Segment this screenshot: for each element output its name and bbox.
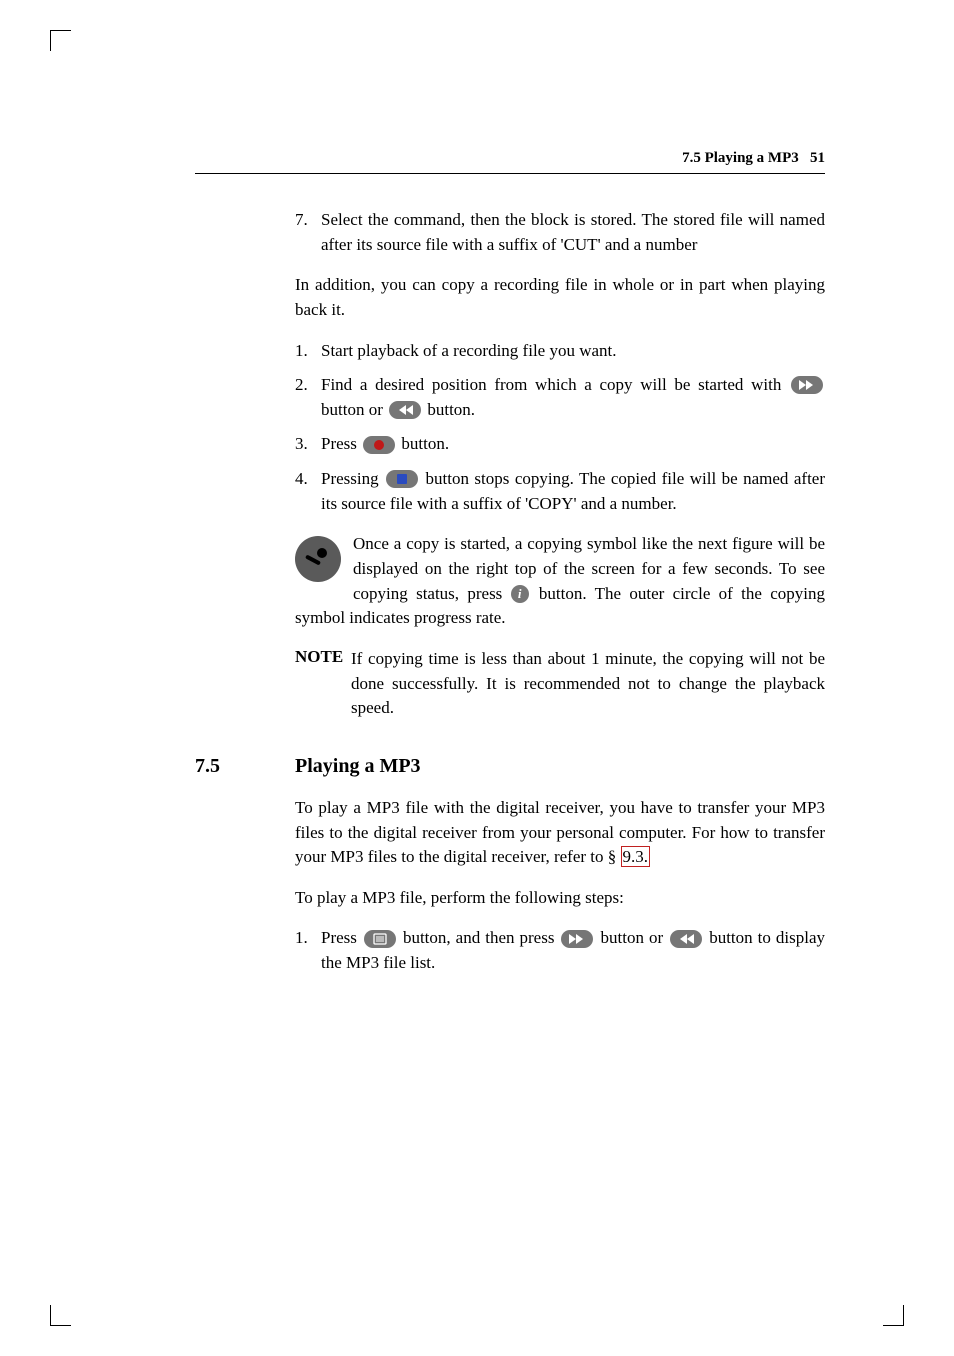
runhead-section: 7.5 Playing a MP3 bbox=[682, 150, 799, 166]
list-number: 4. bbox=[295, 467, 308, 492]
copy-symbol-icon bbox=[295, 536, 341, 582]
list-number: 1. bbox=[295, 339, 308, 364]
fast-forward-icon bbox=[791, 376, 823, 394]
text: command, then the block is stored. The s… bbox=[321, 210, 825, 254]
list-item: 1. Press button, and then press button o… bbox=[295, 926, 825, 975]
text: Press bbox=[321, 928, 362, 947]
section-heading: 7.5 Playing a MP3 bbox=[195, 755, 825, 778]
list-number: 3. bbox=[295, 432, 308, 457]
note-block: NOTE If copying time is less than about … bbox=[295, 647, 825, 721]
record-icon bbox=[363, 436, 395, 454]
crop-mark bbox=[50, 30, 71, 51]
paragraph: In addition, you can copy a recording fi… bbox=[295, 273, 825, 322]
note-label: NOTE bbox=[295, 647, 351, 667]
stop-icon bbox=[386, 470, 418, 488]
section-title: Playing a MP3 bbox=[295, 755, 421, 778]
cross-reference[interactable]: 9.3. bbox=[621, 846, 651, 867]
list-item: 4. Pressing button stops copying. The co… bbox=[295, 467, 825, 516]
crop-mark bbox=[50, 1305, 71, 1326]
list-number: 7. bbox=[295, 208, 308, 233]
note-paragraph: Once a copy is started, a copying symbol… bbox=[295, 532, 825, 631]
text: button or bbox=[321, 400, 387, 419]
paragraph: To play a MP3 file, perform the followin… bbox=[295, 886, 825, 911]
runhead-page: 51 bbox=[810, 150, 825, 166]
text: button. bbox=[397, 434, 449, 453]
list-icon bbox=[364, 930, 396, 948]
list-item: 1. Start playback of a recording file yo… bbox=[295, 339, 825, 364]
note-body: If copying time is less than about 1 min… bbox=[351, 647, 825, 721]
list-item: 7. Select the command, then the block is… bbox=[295, 208, 825, 257]
list-item: 2. Find a desired position from which a … bbox=[295, 373, 825, 422]
text: button, and then press bbox=[398, 928, 560, 947]
rewind-icon bbox=[670, 930, 702, 948]
text: button. bbox=[423, 400, 475, 419]
text: Find a desired position from which a cop… bbox=[321, 375, 789, 394]
section-number: 7.5 bbox=[195, 755, 295, 778]
list-number: 1. bbox=[295, 926, 308, 951]
list-item: 3. Press button. bbox=[295, 432, 825, 457]
text: Start playback of a recording file you w… bbox=[321, 341, 617, 360]
list-number: 2. bbox=[295, 373, 308, 398]
text: Press bbox=[321, 434, 361, 453]
running-header: 7.5 Playing a MP3 51 bbox=[195, 150, 825, 174]
crop-mark bbox=[883, 1305, 904, 1326]
fast-forward-icon bbox=[561, 930, 593, 948]
rewind-icon bbox=[389, 401, 421, 419]
text: Pressing bbox=[321, 469, 384, 488]
text: To play a MP3 file with the digital rece… bbox=[295, 798, 825, 866]
paragraph: To play a MP3 file with the digital rece… bbox=[295, 796, 825, 870]
text: button or bbox=[595, 928, 668, 947]
text: Select the bbox=[321, 210, 394, 229]
info-icon: i bbox=[511, 585, 529, 603]
